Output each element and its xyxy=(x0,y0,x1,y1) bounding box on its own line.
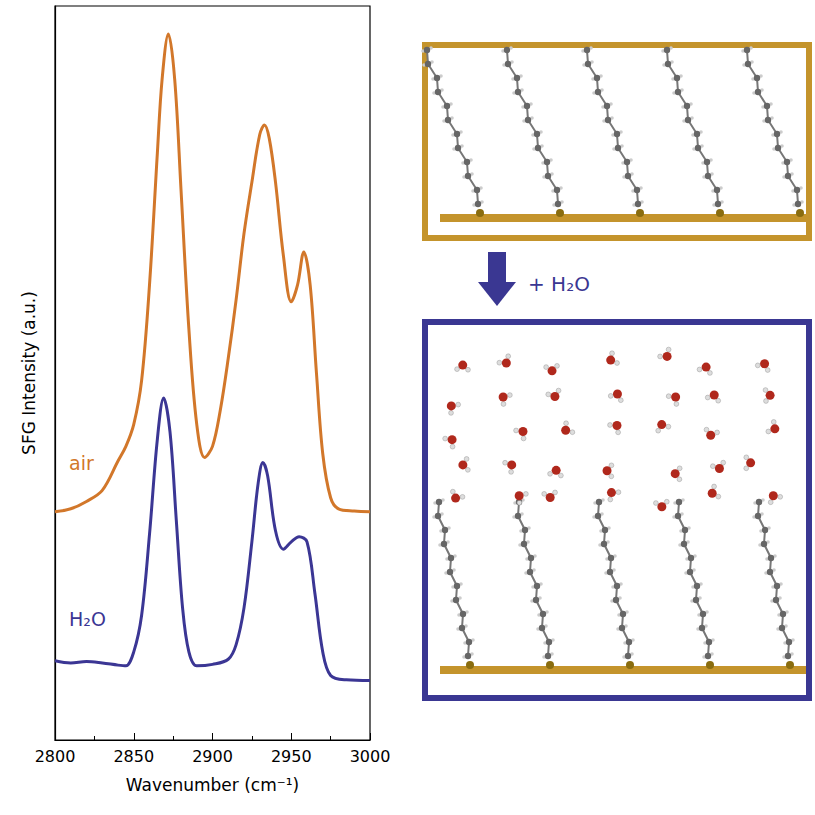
svg-text:SFG Intensity (a.u.): SFG Intensity (a.u.) xyxy=(19,291,39,455)
svg-text:H₂O: H₂O xyxy=(69,608,106,630)
svg-text:3000: 3000 xyxy=(350,747,391,766)
svg-text:2800: 2800 xyxy=(35,747,76,766)
svg-text:Wavenumber (cm⁻¹): Wavenumber (cm⁻¹) xyxy=(126,775,299,795)
svg-text:2950: 2950 xyxy=(271,747,312,766)
svg-text:2850: 2850 xyxy=(113,747,154,766)
svg-text:+ H₂O: + H₂O xyxy=(528,272,590,296)
svg-text:air: air xyxy=(69,452,94,474)
svg-text:2900: 2900 xyxy=(192,747,233,766)
